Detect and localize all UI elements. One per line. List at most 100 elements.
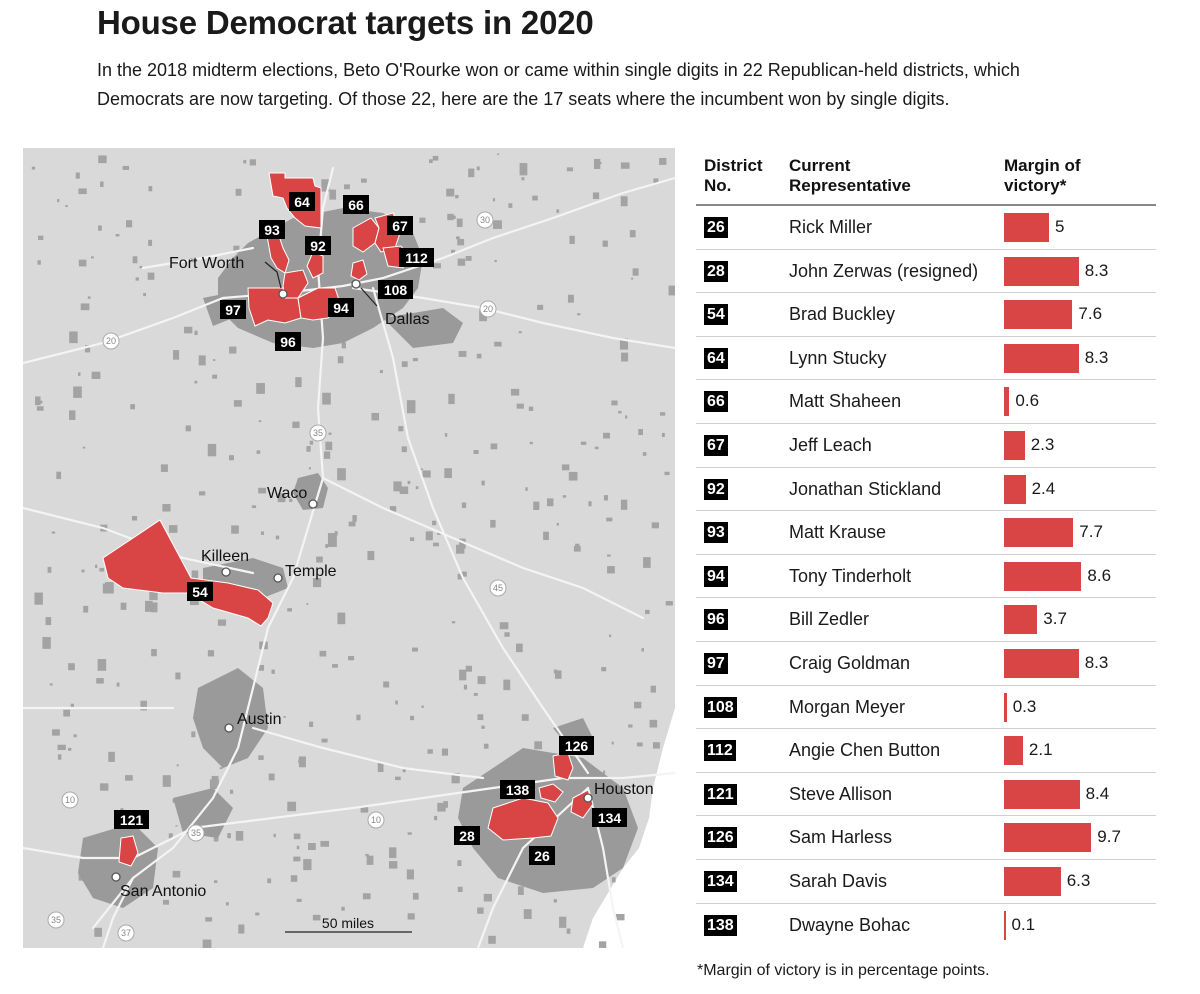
table-row: 93 Matt Krause 7.7 bbox=[696, 511, 1156, 555]
margin-value: 6.3 bbox=[1066, 870, 1091, 890]
header-district-no: District No. bbox=[704, 156, 763, 195]
district-label-94: 94 bbox=[328, 298, 354, 317]
svg-text:37: 37 bbox=[121, 928, 131, 938]
fort-worth-dot bbox=[278, 289, 288, 299]
margin-value: 0.1 bbox=[1011, 914, 1036, 934]
margin-bar bbox=[1004, 779, 1080, 809]
svg-text:96: 96 bbox=[280, 334, 296, 350]
margin-value: 2.1 bbox=[1028, 740, 1053, 760]
margin-value: 8.3 bbox=[1084, 347, 1109, 367]
margin-value: 7.6 bbox=[1078, 304, 1103, 324]
table-row: 28 John Zerwas (resigned) 8.3 bbox=[696, 250, 1156, 294]
table-row: 94 Tony Tinderholt 8.6 bbox=[696, 555, 1156, 599]
district-label-54: 54 bbox=[187, 582, 213, 601]
city-label-austin: Austin bbox=[237, 711, 281, 728]
district-number-badge: 66 bbox=[704, 391, 728, 413]
margin-value: 5 bbox=[1055, 217, 1065, 236]
margin-bar bbox=[1004, 605, 1038, 635]
margin-bar bbox=[1004, 736, 1023, 766]
district-label-121: 121 bbox=[114, 810, 149, 829]
margin-value: 9.7 bbox=[1097, 827, 1121, 847]
header-margin: Margin of victory* bbox=[1004, 156, 1081, 195]
table-header: District No. Current Representative Margin… bbox=[696, 148, 1156, 206]
table-row: 54 Brad Buckley 7.6 bbox=[696, 293, 1156, 337]
table-row: 92 Jonathan Stickland 2.4 bbox=[696, 468, 1156, 512]
city-label-san-antonio: San Antonio bbox=[120, 883, 206, 900]
district-number-badge: 93 bbox=[704, 522, 728, 544]
district-number-badge: 121 bbox=[704, 783, 737, 805]
district-number-badge: 97 bbox=[704, 652, 728, 674]
margin-bar bbox=[1004, 387, 1010, 417]
svg-text:66: 66 bbox=[348, 197, 364, 213]
margin-bar bbox=[1004, 692, 1007, 722]
margin-value: 8.4 bbox=[1085, 783, 1110, 803]
svg-text:20: 20 bbox=[106, 336, 116, 346]
svg-text:92: 92 bbox=[310, 238, 326, 254]
margin-value: 8.3 bbox=[1084, 652, 1109, 672]
margin-value: 0.3 bbox=[1012, 696, 1037, 716]
austin-dot bbox=[224, 723, 234, 733]
district-number-badge: 28 bbox=[704, 260, 728, 282]
margin-bar bbox=[1004, 823, 1092, 853]
svg-text:26: 26 bbox=[534, 848, 550, 864]
texas-district-map: 30 20 20 35 45 35 10 10 35 37 Fort Worth… bbox=[23, 148, 675, 948]
district-labels: 64 66 93 67 92 112 108 97 94 96 54 126 138 134 28 26 121 bbox=[114, 192, 627, 865]
waco-dot bbox=[308, 499, 318, 509]
district-label-26: 26 bbox=[529, 846, 555, 865]
margin-bar bbox=[1004, 518, 1074, 548]
district-label-64: 64 bbox=[289, 192, 315, 211]
svg-text:126: 126 bbox=[565, 738, 589, 754]
district-number-badge: 92 bbox=[704, 478, 728, 500]
svg-text:45: 45 bbox=[493, 583, 503, 593]
table-row: 138 Dwayne Bohac 0.1 bbox=[696, 904, 1156, 947]
margin-bar bbox=[1004, 256, 1079, 286]
district-label-134: 134 bbox=[592, 808, 627, 827]
margin-bar bbox=[1004, 648, 1079, 678]
table-row: 112 Angie Chen Button 2.1 bbox=[696, 729, 1156, 773]
district-number-badge: 96 bbox=[704, 609, 728, 631]
representative-name: Morgan Meyer bbox=[789, 696, 906, 717]
representative-name: Lynn Stucky bbox=[789, 347, 887, 368]
svg-text:10: 10 bbox=[65, 795, 75, 805]
margin-bar bbox=[1004, 430, 1025, 460]
representative-name: Sam Harless bbox=[789, 827, 893, 848]
representative-name: Dwayne Bohac bbox=[789, 914, 911, 935]
table-row: 64 Lynn Stucky 8.3 bbox=[696, 337, 1156, 381]
representative-name: Angie Chen Button bbox=[789, 740, 941, 761]
representative-name: Matt Krause bbox=[789, 522, 887, 543]
table-row: 126 Sam Harless 9.7 bbox=[696, 816, 1156, 860]
highway-shields: 30 20 20 35 45 35 10 10 35 37 bbox=[47, 211, 507, 942]
table-row: 97 Craig Goldman 8.3 bbox=[696, 642, 1156, 686]
table-row: 67 Jeff Leach 2.3 bbox=[696, 424, 1156, 468]
margin-bar bbox=[1004, 300, 1073, 330]
killeen-dot bbox=[221, 567, 231, 577]
representative-name: Craig Goldman bbox=[789, 652, 911, 673]
table-row: 26 Rick Miller 5 bbox=[696, 206, 1156, 250]
svg-text:35: 35 bbox=[51, 915, 61, 925]
margin-bar bbox=[1004, 561, 1082, 591]
margin-bar bbox=[1004, 910, 1006, 940]
district-number-badge: 112 bbox=[704, 740, 736, 762]
margin-bar bbox=[1004, 474, 1026, 504]
houston-dot bbox=[583, 793, 593, 803]
district-label-108: 108 bbox=[378, 280, 413, 299]
svg-text:121: 121 bbox=[120, 812, 144, 828]
table-row: 108 Morgan Meyer 0.3 bbox=[696, 686, 1156, 730]
margin-bar bbox=[1004, 866, 1061, 896]
representative-name: Bill Zedler bbox=[789, 609, 870, 630]
city-label-temple: Temple bbox=[285, 563, 337, 580]
district-label-28: 28 bbox=[454, 826, 480, 845]
city-label-waco: Waco bbox=[267, 485, 307, 502]
svg-text:108: 108 bbox=[384, 282, 408, 298]
representative-name: Jonathan Stickland bbox=[789, 478, 942, 499]
table-row: 121 Steve Allison 8.4 bbox=[696, 773, 1156, 817]
header-representative: Current Representative bbox=[789, 156, 911, 195]
svg-text:10: 10 bbox=[371, 815, 381, 825]
margin-bar bbox=[1004, 343, 1079, 373]
representative-name: Matt Shaheen bbox=[789, 391, 902, 412]
district-label-112: 112 bbox=[399, 248, 434, 267]
district-number-badge: 64 bbox=[704, 347, 728, 369]
svg-text:94: 94 bbox=[333, 300, 349, 316]
svg-text:134: 134 bbox=[598, 810, 622, 826]
representative-name: Jeff Leach bbox=[789, 434, 872, 455]
